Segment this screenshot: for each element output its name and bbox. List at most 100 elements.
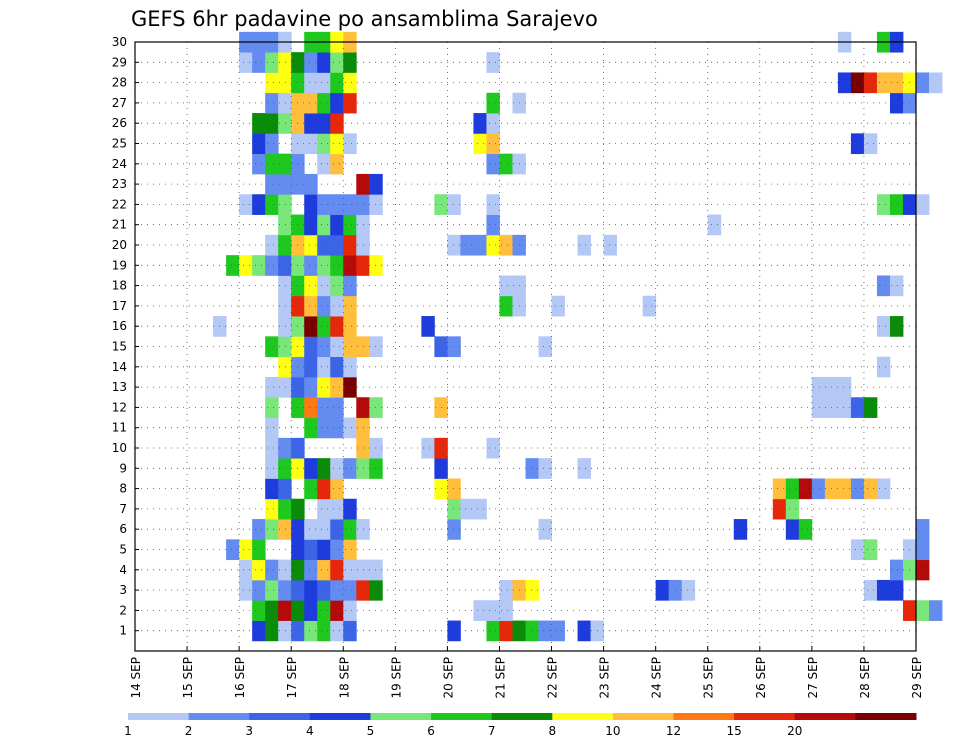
heatmap-cell	[252, 52, 266, 73]
heatmap-cell	[837, 478, 852, 500]
heatmap-cell	[330, 397, 344, 418]
heatmap-cell	[343, 194, 357, 215]
heatmap-cell	[876, 275, 891, 297]
heatmap-cell	[265, 113, 279, 134]
heatmap-cell	[538, 519, 552, 540]
heatmap-cell	[278, 559, 292, 581]
y-tick-label: 7	[119, 502, 127, 516]
x-tick-label: 23 SEP	[598, 657, 612, 699]
heatmap-cell	[837, 397, 852, 418]
heatmap-cell	[265, 336, 279, 358]
colorbar-label: 12	[666, 724, 681, 738]
y-tick-label: 29	[112, 55, 127, 69]
heatmap-cell	[330, 153, 344, 175]
heatmap-cell	[889, 72, 904, 94]
heatmap-cell	[304, 539, 318, 561]
heatmap-cell	[551, 620, 565, 642]
heatmap-cell	[343, 376, 357, 398]
y-tick-label: 6	[119, 522, 127, 536]
heatmap-cell	[473, 113, 487, 134]
x-tick-label: 15 SEP	[181, 657, 195, 699]
y-tick-label: 27	[112, 96, 127, 110]
x-axis: 14 SEP 15 SEP 16 SEP 17 SEP 18 SEP 19 SEP 20 S…	[129, 646, 924, 699]
heatmap-cell	[929, 72, 943, 94]
heatmap-cell	[304, 600, 318, 621]
heatmap-cell	[265, 194, 279, 215]
y-tick-label: 10	[112, 441, 127, 455]
heatmap-cell	[304, 72, 318, 94]
heatmap-cell	[369, 255, 383, 276]
heatmap-cell	[916, 539, 930, 561]
heatmap-cell	[239, 559, 253, 581]
x-tick-label: 25 SEP	[702, 657, 716, 699]
colorbar-segment	[491, 713, 553, 720]
heatmap-cell	[785, 478, 800, 500]
colorbar-segment	[249, 713, 311, 720]
heatmap-cell	[356, 559, 370, 581]
heatmap-cell	[226, 255, 240, 276]
heatmap-cell	[330, 356, 344, 378]
chart-title: GEFS 6hr padavine po ansamblima Sarajevo	[131, 7, 598, 31]
heatmap-cell	[278, 478, 292, 500]
heatmap-cell	[486, 214, 500, 236]
heatmap-cell	[304, 620, 318, 642]
heatmap-cell	[876, 478, 891, 500]
heatmap-cell	[356, 458, 370, 479]
heatmap-cell	[278, 519, 292, 540]
heatmap-cell	[772, 498, 787, 520]
heatmap-cell	[265, 72, 279, 94]
heatmap-cell	[317, 92, 331, 114]
heatmap-cell	[486, 113, 500, 134]
heatmap-cell	[330, 255, 344, 276]
heatmap-cell	[278, 194, 292, 215]
heatmap-cell	[916, 600, 930, 621]
x-tick-label: 18 SEP	[337, 657, 351, 699]
heatmap-cell	[460, 234, 474, 256]
heatmap-cell	[850, 72, 865, 94]
heatmap-cell	[304, 519, 318, 540]
heatmap-cells	[213, 31, 943, 642]
heatmap-cell	[304, 316, 318, 337]
heatmap-cell	[369, 173, 383, 195]
heatmap-cell	[642, 295, 657, 317]
heatmap-cell	[304, 295, 318, 317]
heatmap-cell	[265, 519, 279, 540]
x-tick-label: 29 SEP	[910, 657, 924, 699]
heatmap-cell	[317, 620, 331, 642]
heatmap-cell	[317, 316, 331, 337]
heatmap-cell	[317, 214, 331, 236]
heatmap-cell	[356, 579, 370, 601]
heatmap-cell	[239, 255, 253, 276]
x-tick-label: 16 SEP	[233, 657, 247, 699]
colorbar-label: 10	[605, 724, 620, 738]
heatmap-cell	[317, 194, 331, 215]
heatmap-cell	[317, 356, 331, 378]
heatmap-cell	[889, 579, 904, 601]
heatmap-cell	[317, 72, 331, 94]
heatmap-cell	[317, 559, 331, 581]
heatmap-cell	[330, 92, 344, 114]
heatmap-cell	[226, 539, 240, 561]
heatmap-cell	[317, 52, 331, 73]
heatmap-cell	[577, 458, 591, 479]
heatmap-cell	[330, 579, 344, 601]
heatmap-cell	[863, 72, 878, 94]
y-tick-label: 18	[112, 279, 127, 293]
heatmap-cell	[330, 559, 344, 581]
heatmap-cell	[265, 478, 279, 500]
heatmap-cell	[278, 255, 292, 276]
heatmap-cell	[343, 295, 357, 317]
heatmap-cell	[265, 397, 279, 418]
heatmap-cell	[876, 72, 891, 94]
heatmap-cell	[252, 153, 266, 175]
heatmap-cell	[369, 336, 383, 358]
heatmap-cell	[577, 234, 591, 256]
heatmap-cell	[317, 539, 331, 561]
colorbar-label: 3	[245, 724, 253, 738]
x-tick-label: 26 SEP	[754, 657, 768, 699]
heatmap-cell	[265, 498, 279, 520]
heatmap-cell	[473, 498, 487, 520]
heatmap-cell	[265, 255, 279, 276]
heatmap-cell	[317, 458, 331, 479]
